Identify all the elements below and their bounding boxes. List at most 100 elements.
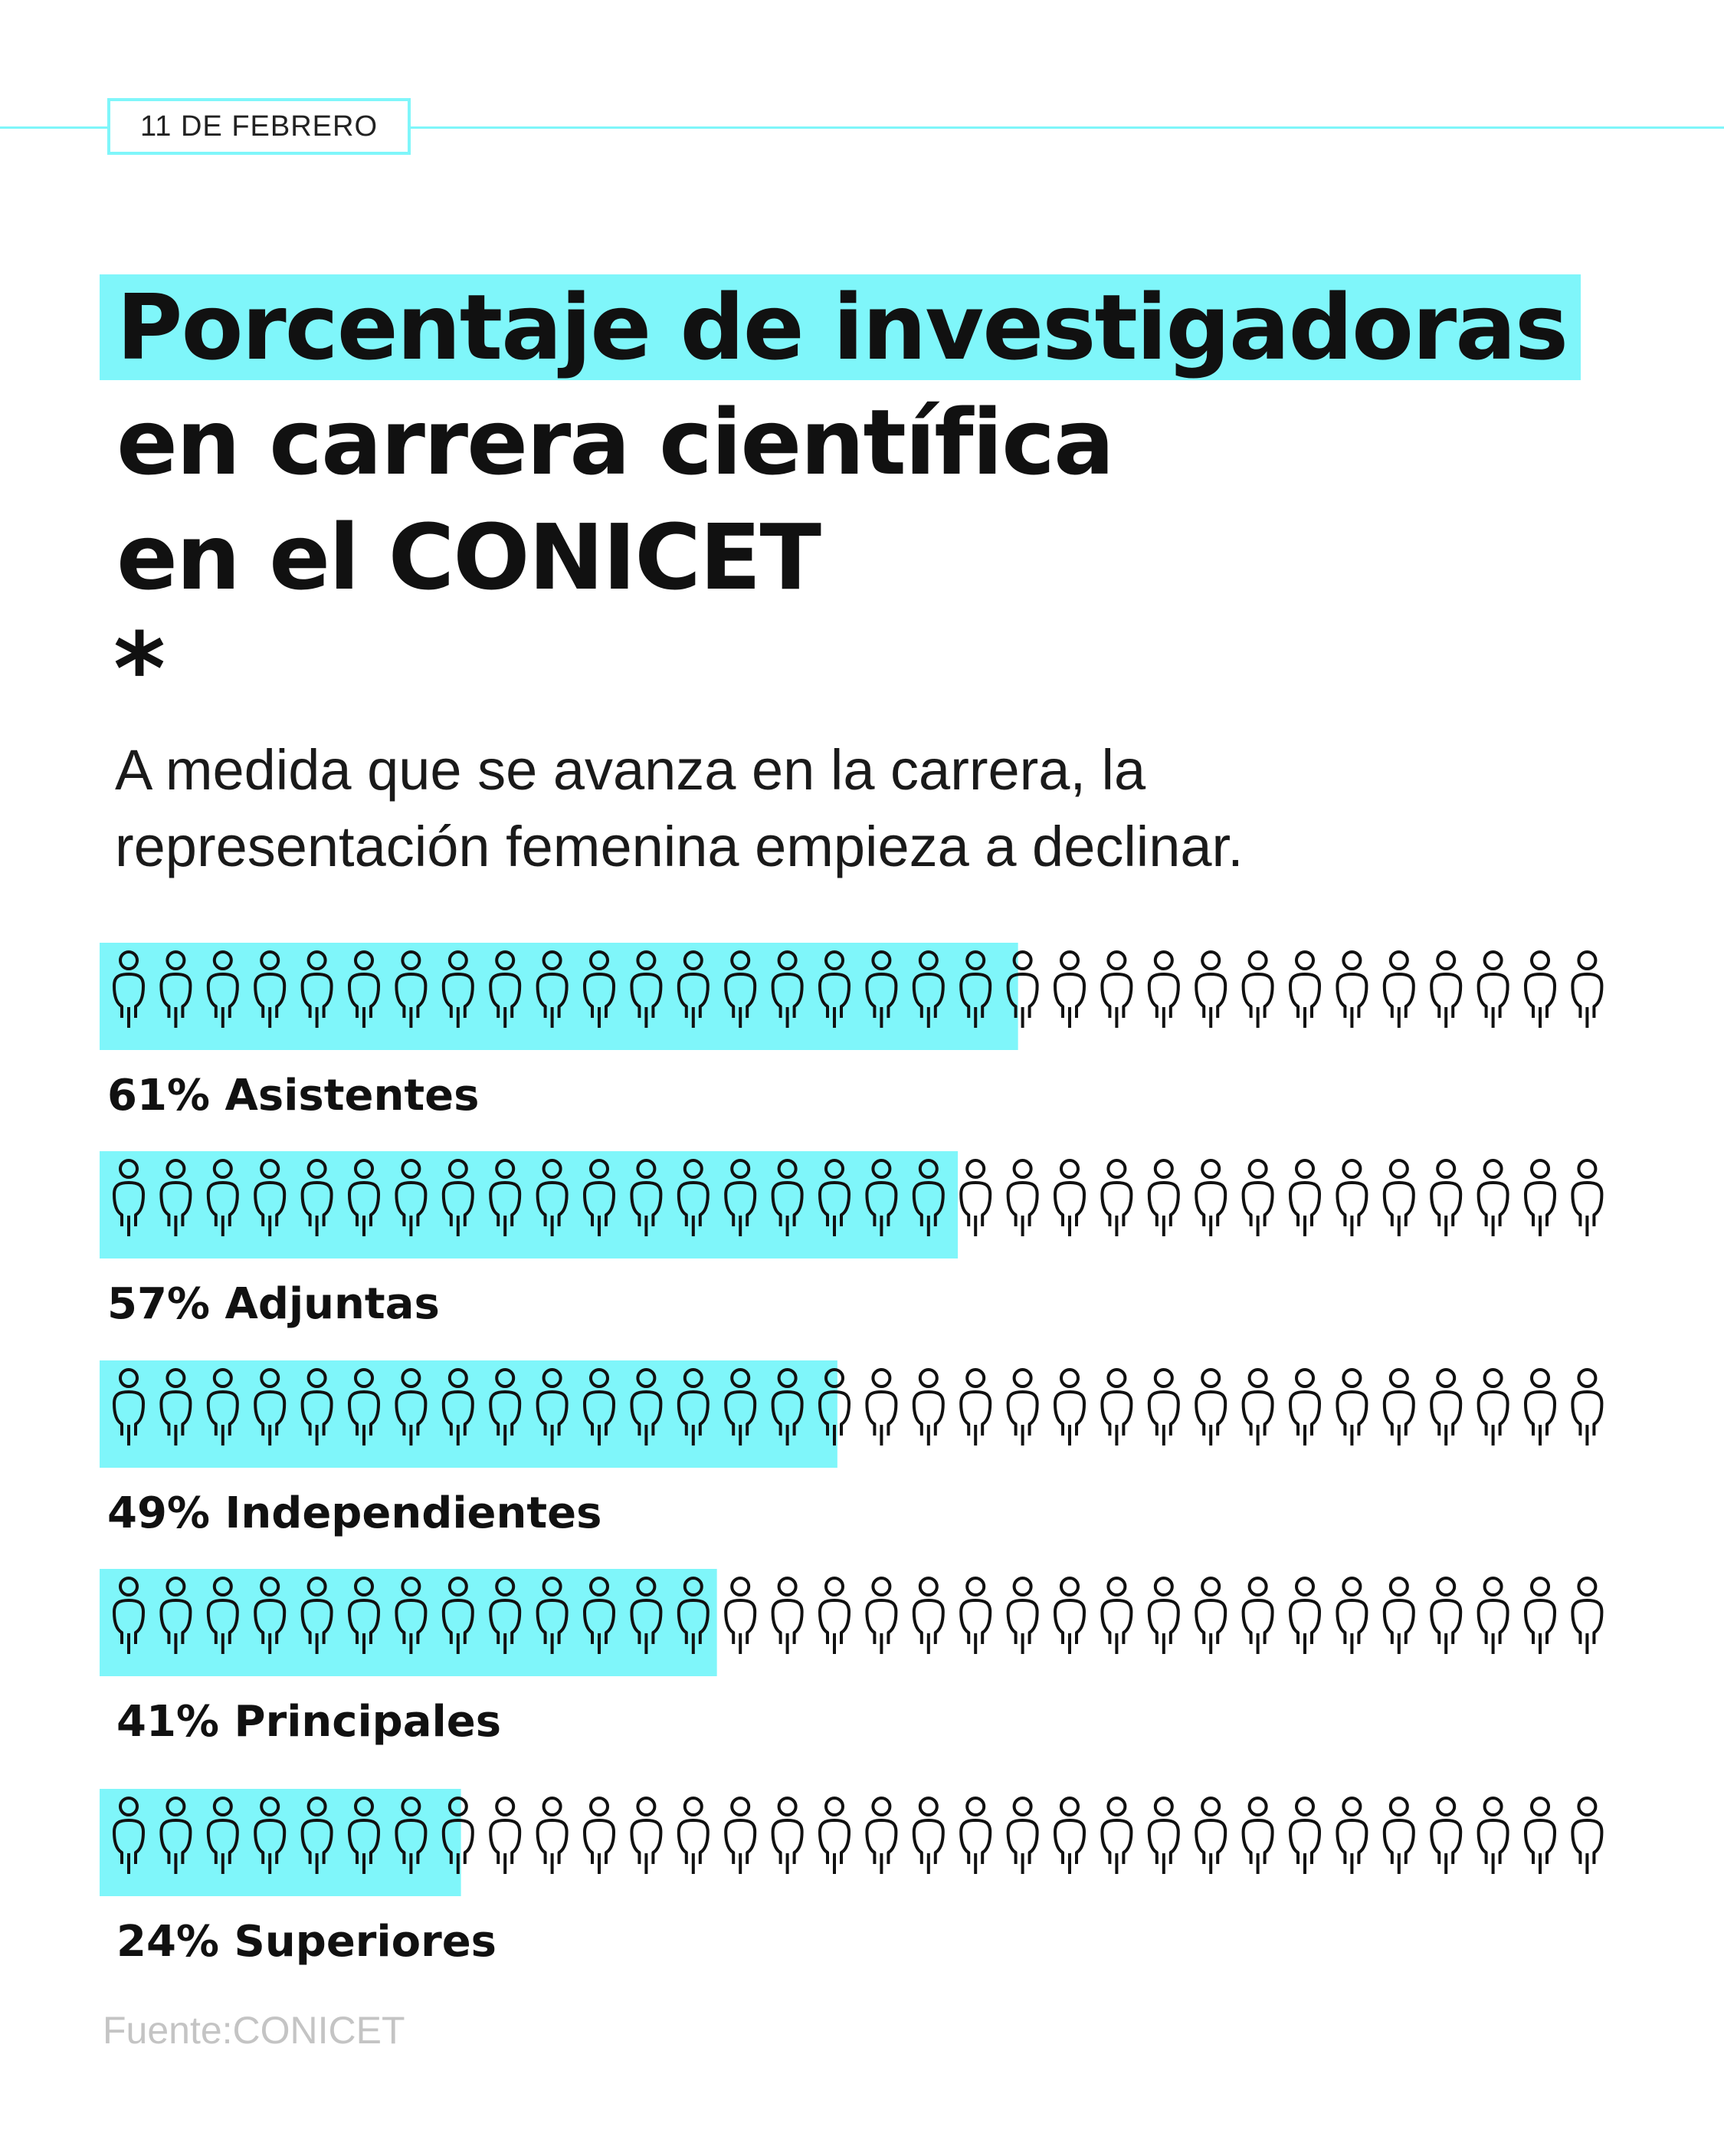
person-icon xyxy=(1289,1368,1321,1447)
pictogram-row-superiores: 24% Superiores xyxy=(100,1789,1604,1967)
person-icon xyxy=(1054,1368,1086,1447)
person-icon xyxy=(818,1797,851,1875)
person-icon xyxy=(1147,1577,1180,1656)
person-icon xyxy=(1571,1368,1604,1447)
person-icon xyxy=(1241,1797,1274,1875)
pictogram-row-asistentes: 61% Asistentes xyxy=(100,943,1604,1121)
person-icon xyxy=(1571,950,1604,1029)
person-icon xyxy=(1241,1368,1274,1447)
value-bar xyxy=(100,1360,837,1468)
person-icon xyxy=(818,1577,851,1656)
person-icon xyxy=(1147,1797,1180,1875)
subtitle-line-1: A medida que se avanza en la carrera, la xyxy=(115,738,1146,802)
person-icon xyxy=(912,1797,945,1875)
person-icon xyxy=(1336,1159,1368,1238)
person-icon xyxy=(1524,1159,1556,1238)
subtitle-line-2: representación femenina empieza a declin… xyxy=(115,815,1244,878)
pictogram-row-independientes: 49% Independientes xyxy=(100,1360,1604,1538)
person-icon xyxy=(1289,1159,1321,1238)
person-icon xyxy=(1430,950,1463,1029)
person-icon xyxy=(865,1577,898,1656)
person-icon xyxy=(1477,1159,1509,1238)
person-icon xyxy=(1336,950,1368,1029)
person-icon xyxy=(583,1797,615,1875)
person-icon xyxy=(1382,1797,1415,1875)
person-icon xyxy=(1241,1159,1274,1238)
person-icon xyxy=(865,1797,898,1875)
person-icon xyxy=(677,1797,710,1875)
value-bar xyxy=(100,1151,959,1258)
person-icon xyxy=(1336,1797,1368,1875)
person-icon xyxy=(1054,1797,1086,1875)
person-icon xyxy=(724,1577,757,1656)
person-icon xyxy=(1195,1159,1227,1238)
person-icon xyxy=(1571,1797,1604,1875)
person-icon xyxy=(1054,1159,1086,1238)
person-icon xyxy=(912,1368,945,1447)
person-icon xyxy=(865,1368,898,1447)
person-icon xyxy=(1336,1577,1368,1656)
pictogram-row-principales: 41% Principales xyxy=(100,1569,1604,1747)
person-icon xyxy=(1100,1577,1133,1656)
person-icon xyxy=(1477,950,1509,1029)
person-icon xyxy=(536,1797,569,1875)
row-label: 24% Superiores xyxy=(116,1917,497,1967)
person-icon xyxy=(1571,1577,1604,1656)
person-icon xyxy=(1241,950,1274,1029)
person-icon xyxy=(1006,1159,1039,1238)
person-icon xyxy=(1195,1797,1227,1875)
person-icon xyxy=(771,1577,804,1656)
source-note: Fuente:CONICET xyxy=(103,2009,405,2052)
person-icon xyxy=(1382,1368,1415,1447)
person-icon xyxy=(724,1797,757,1875)
person-icon xyxy=(1289,950,1321,1029)
person-icon xyxy=(630,1797,663,1875)
person-icon xyxy=(1430,1797,1463,1875)
value-bar xyxy=(100,1569,717,1676)
person-icon xyxy=(1477,1797,1509,1875)
person-icon xyxy=(1195,1368,1227,1447)
person-icon xyxy=(1147,950,1180,1029)
chart-title: Porcentaje de investigadoras en carrera … xyxy=(100,270,1581,615)
person-icon xyxy=(1430,1159,1463,1238)
person-icon xyxy=(1382,1577,1415,1656)
person-icon xyxy=(1477,1577,1509,1656)
person-icon xyxy=(1054,950,1086,1029)
title-line-2: en carrera científica xyxy=(116,389,1115,495)
person-icon xyxy=(1241,1577,1274,1656)
person-icon xyxy=(1571,1159,1604,1238)
value-bar xyxy=(100,943,1018,1050)
chart-subtitle: A medida que se avanza en la carrera, la… xyxy=(115,732,1609,885)
person-icon xyxy=(959,1368,992,1447)
person-icon xyxy=(1100,1368,1133,1447)
title-line-3: en el CONICET xyxy=(116,504,821,610)
person-icon xyxy=(1006,1368,1039,1447)
person-icon xyxy=(771,1797,804,1875)
person-icon xyxy=(1382,1159,1415,1238)
row-label: 49% Independientes xyxy=(107,1488,601,1538)
row-label: 41% Principales xyxy=(116,1697,501,1747)
person-icon xyxy=(1006,1797,1039,1875)
person-icon xyxy=(912,1577,945,1656)
person-icon xyxy=(1524,1577,1556,1656)
person-icon xyxy=(1147,1159,1180,1238)
person-icon xyxy=(1006,1577,1039,1656)
person-icon xyxy=(1430,1368,1463,1447)
person-icon xyxy=(1054,1577,1086,1656)
person-icon xyxy=(959,1577,992,1656)
person-icon xyxy=(1524,1368,1556,1447)
row-label: 61% Asistentes xyxy=(107,1071,479,1121)
person-icon xyxy=(1289,1797,1321,1875)
person-icon xyxy=(1147,1368,1180,1447)
person-icon xyxy=(489,1797,522,1875)
person-icon xyxy=(959,1797,992,1875)
person-icon xyxy=(959,1159,992,1238)
value-bar xyxy=(100,1789,461,1896)
person-icon xyxy=(1477,1368,1509,1447)
date-tag: 11 DE FEBRERO xyxy=(107,98,411,155)
title-line-1: Porcentaje de investigadoras xyxy=(100,274,1581,380)
person-icon xyxy=(1195,1577,1227,1656)
person-icon xyxy=(1100,1797,1133,1875)
person-icon xyxy=(1382,950,1415,1029)
